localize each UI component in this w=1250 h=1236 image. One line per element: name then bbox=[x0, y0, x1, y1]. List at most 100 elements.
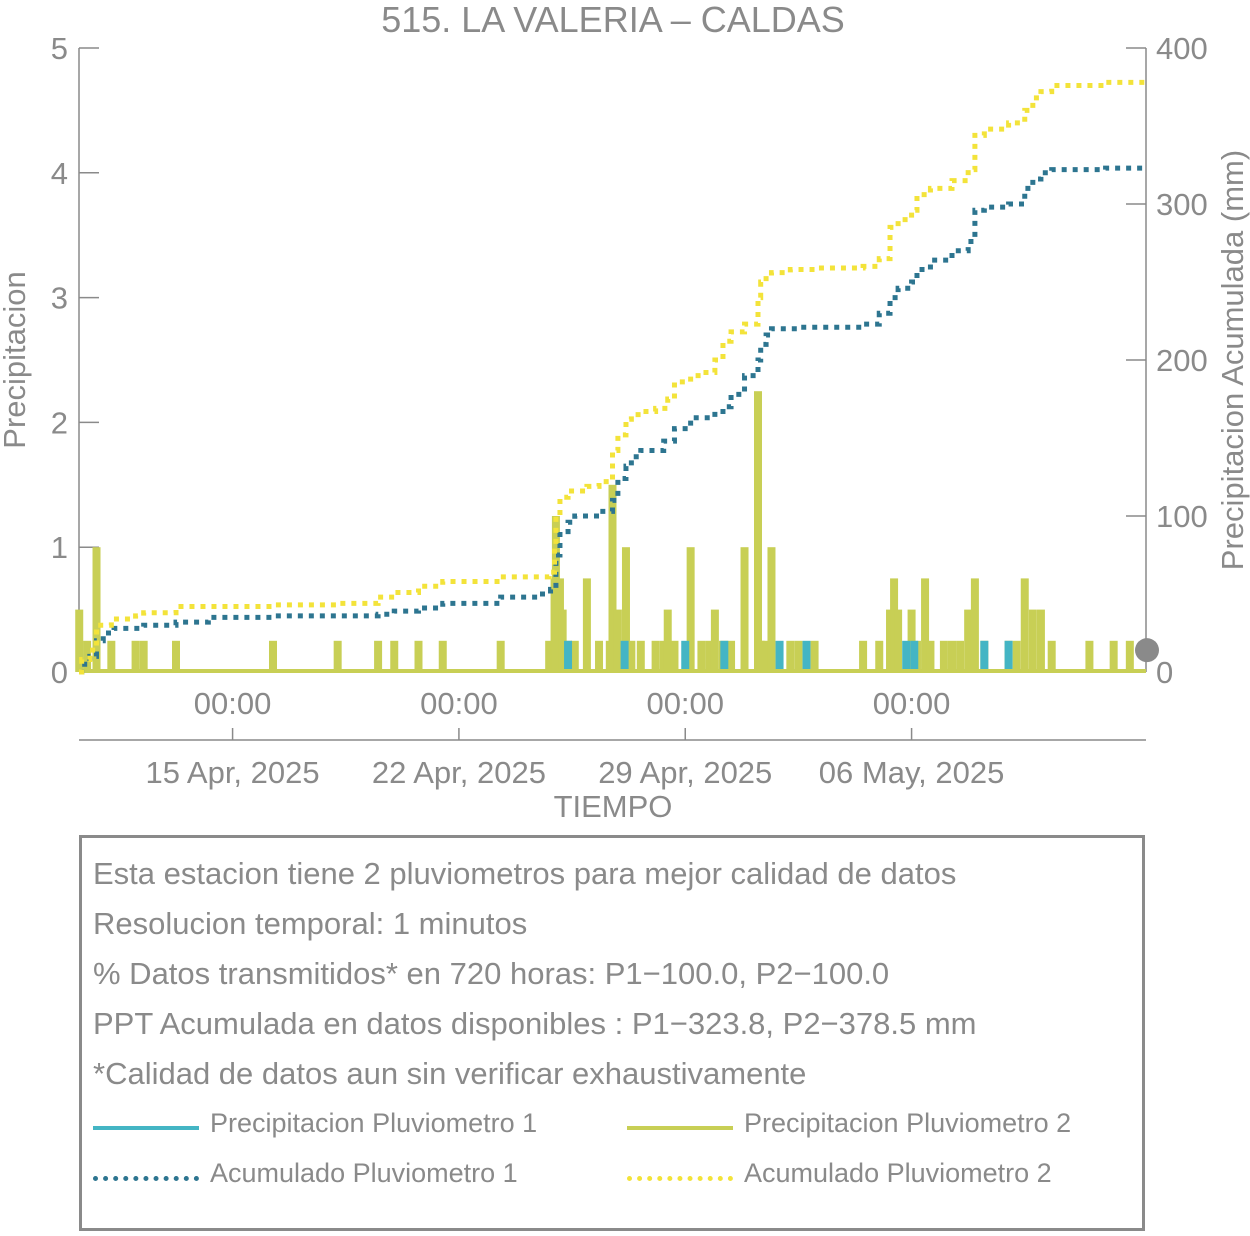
legend-label: Precipitacion Pluviometro 2 bbox=[744, 1108, 1072, 1138]
info-line-resolution: Resolucion temporal: 1 minutos bbox=[93, 906, 528, 941]
bar-precipitacion-pluviometro-1 bbox=[902, 640, 911, 672]
bar-precipitacion-pluviometro-2 bbox=[390, 640, 399, 672]
bar-precipitacion-pluviometro-2 bbox=[705, 640, 714, 672]
bar-precipitacion-pluviometro-1 bbox=[980, 640, 989, 672]
bar-precipitacion-pluviometro-2 bbox=[1020, 578, 1029, 672]
x-tick-date-label: 22 Apr, 2025 bbox=[372, 755, 546, 790]
y-right-tick-label: 100 bbox=[1156, 499, 1208, 534]
bar-precipitacion-pluviometro-1 bbox=[720, 640, 729, 672]
info-legend-box: Esta estacion tiene 2 pluviometros para … bbox=[79, 835, 1145, 1231]
bar-precipitacion-pluviometro-2 bbox=[786, 640, 795, 672]
bar-precipitacion-pluviometro-2 bbox=[948, 640, 956, 672]
bar-precipitacion-pluviometro-2 bbox=[636, 640, 645, 672]
x-tick-time-label: 00:00 bbox=[646, 686, 724, 721]
bar-precipitacion-pluviometro-2 bbox=[794, 640, 803, 672]
line-acumulado-pluviometro-1 bbox=[79, 165, 1149, 675]
bar-precipitacion-pluviometro-2 bbox=[956, 640, 965, 672]
y-right-tick-label: 400 bbox=[1156, 31, 1208, 66]
bar-precipitacion-pluviometro-2 bbox=[762, 640, 771, 672]
x-tick-date-label: 15 Apr, 2025 bbox=[146, 755, 320, 790]
bar-precipitacion-pluviometro-2 bbox=[810, 640, 819, 672]
x-tick-time-label: 00:00 bbox=[194, 686, 272, 721]
bar-precipitacion-pluviometro-2 bbox=[613, 609, 622, 672]
bar-precipitacion-pluviometro-2 bbox=[621, 547, 630, 672]
bar-precipitacion-pluviometro-2 bbox=[1047, 640, 1056, 672]
legend-label: Acumulado Pluviometro 1 bbox=[210, 1158, 518, 1188]
bar-precipitacion-pluviometro-2 bbox=[92, 547, 101, 672]
bar-precipitacion-pluviometro-2 bbox=[686, 547, 695, 672]
bar-precipitacion-pluviometro-2 bbox=[886, 609, 895, 672]
bar-precipitacion-pluviometro-2 bbox=[939, 640, 948, 672]
y-axis-left-label: Precipitacion bbox=[0, 271, 32, 448]
legend-item-accum-p1: Acumulado Pluviometro 1 bbox=[93, 1158, 593, 1198]
legend-swatch-solid bbox=[627, 1126, 733, 1130]
bar-precipitacion-pluviometro-2 bbox=[131, 640, 140, 672]
bar-precipitacion-pluviometro-2 bbox=[697, 640, 706, 672]
bar-precipitacion-pluviometro-2 bbox=[859, 640, 868, 672]
bar-precipitacion-pluviometro-2 bbox=[1012, 640, 1021, 672]
bar-precipitacion-pluviometro-1 bbox=[620, 640, 629, 672]
bar-precipitacion-pluviometro-2 bbox=[890, 578, 899, 672]
bar-precipitacion-pluviometro-2 bbox=[1028, 609, 1037, 672]
legend-swatch-solid bbox=[93, 1126, 199, 1130]
legend-swatch-dotted bbox=[93, 1176, 199, 1181]
y-left-tick-label: 2 bbox=[51, 405, 68, 440]
bar-precipitacion-pluviometro-1 bbox=[564, 640, 573, 672]
bar-precipitacion-pluviometro-2 bbox=[551, 516, 560, 672]
x-tick-date-label: 29 Apr, 2025 bbox=[598, 755, 772, 790]
y-left-tick-label: 1 bbox=[51, 530, 68, 565]
y-right-tick-label: 300 bbox=[1156, 187, 1208, 222]
bar-precipitacion-pluviometro-2 bbox=[754, 391, 762, 672]
bar-precipitacion-pluviometro-2 bbox=[727, 640, 736, 672]
bar-precipitacion-pluviometro-2 bbox=[83, 640, 92, 672]
bar-precipitacion-pluviometro-2 bbox=[651, 640, 660, 672]
plot-area: 0 1 2 3 4 5 0 100 200 300 400 00:00 00:00 00:00 00:00 1… bbox=[51, 31, 1208, 790]
bar-precipitacion-pluviometro-2 bbox=[670, 640, 679, 672]
bar-precipitacion-pluviometro-2 bbox=[1125, 640, 1134, 672]
legend-item-precip-p1: Precipitacion Pluviometro 1 bbox=[93, 1108, 593, 1148]
legend-swatch-dotted bbox=[627, 1176, 733, 1181]
bar-precipitacion-pluviometro-2 bbox=[767, 547, 776, 672]
bar-precipitacion-pluviometro-2 bbox=[894, 609, 903, 672]
info-line-accumulated: PPT Acumulada en datos disponibles : P1−… bbox=[93, 1006, 977, 1041]
info-line-stations: Esta estacion tiene 2 pluviometros para … bbox=[93, 856, 957, 891]
bar-precipitacion-pluviometro-2 bbox=[139, 640, 148, 672]
legend-item-accum-p2: Acumulado Pluviometro 2 bbox=[627, 1158, 1127, 1198]
bar-precipitacion-pluviometro-1 bbox=[681, 640, 690, 672]
x-axis-label: TIEMPO bbox=[554, 789, 673, 824]
y-left-tick-label: 4 bbox=[51, 156, 68, 191]
bar-precipitacion-pluviometro-2 bbox=[269, 640, 277, 672]
y-axis-right-label: Precipitacion Acumulada (mm) bbox=[1215, 150, 1250, 570]
precipitation-chart: 515. LA VALERIA – CALDAS Precipitacion P… bbox=[0, 0, 1250, 824]
bar-precipitacion-pluviometro-1 bbox=[775, 640, 784, 672]
info-line-transmitted: % Datos transmitidos* en 720 horas: P1−1… bbox=[93, 956, 890, 991]
y-right-tick-label: 0 bbox=[1156, 655, 1173, 690]
bar-precipitacion-pluviometro-2 bbox=[926, 640, 935, 672]
info-line-quality: *Calidad de datos aun sin verificar exha… bbox=[93, 1056, 807, 1091]
bar-precipitacion-pluviometro-2 bbox=[1109, 640, 1118, 672]
bar-precipitacion-pluviometro-2 bbox=[921, 578, 930, 672]
bar-precipitacion-pluviometro-2 bbox=[333, 640, 342, 672]
x-tick-date-label: 06 May, 2025 bbox=[819, 755, 1005, 790]
bar-precipitacion-pluviometro-2 bbox=[107, 640, 116, 672]
bar-precipitacion-pluviometro-2 bbox=[1085, 640, 1094, 672]
bar-precipitacion-pluviometro-2 bbox=[756, 640, 765, 672]
bar-precipitacion-pluviometro-2 bbox=[75, 609, 84, 672]
bar-precipitacion-pluviometro-2 bbox=[875, 640, 884, 672]
bar-precipitacion-pluviometro-2 bbox=[374, 640, 383, 672]
bar-precipitacion-pluviometro-2 bbox=[608, 484, 617, 672]
y-right-tick-label: 200 bbox=[1156, 343, 1208, 378]
bar-precipitacion-pluviometro-2 bbox=[438, 640, 447, 672]
chart-title: 515. LA VALERIA – CALDAS bbox=[381, 0, 845, 40]
y-left-tick-label: 3 bbox=[51, 281, 68, 316]
bar-precipitacion-pluviometro-2 bbox=[570, 640, 579, 672]
bar-precipitacion-pluviometro-2 bbox=[545, 640, 554, 672]
bar-precipitacion-pluviometro-1 bbox=[910, 640, 919, 672]
x-tick-time-label: 00:00 bbox=[420, 686, 498, 721]
bar-precipitacion-pluviometro-2 bbox=[1036, 609, 1045, 672]
bar-precipitacion-pluviometro-2 bbox=[964, 609, 973, 672]
y-left-tick-label: 0 bbox=[51, 655, 68, 690]
bar-precipitacion-pluviometro-1 bbox=[1004, 640, 1013, 672]
bar-precipitacion-pluviometro-2 bbox=[582, 578, 591, 672]
bar-precipitacion-pluviometro-2 bbox=[970, 578, 979, 672]
